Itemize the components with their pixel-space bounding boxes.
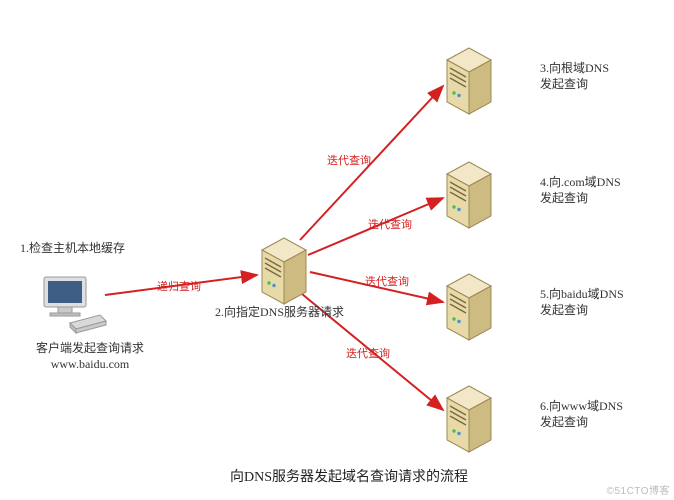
edge-label: 迭代查询: [327, 152, 371, 168]
edge-label: 迭代查询: [346, 345, 390, 361]
www-title-l1: 6.向www域DNS: [540, 399, 623, 413]
com-title-l2: 发起查询: [540, 191, 588, 205]
client-sub-line2: www.baidu.com: [51, 357, 130, 371]
client-desktop-icon: [40, 275, 108, 342]
baidu-title: 5.向baidu域DNS 发起查询: [540, 286, 624, 318]
resolver-title: 2.向指定DNS服务器请求: [215, 304, 344, 320]
www-title: 6.向www域DNS 发起查询: [540, 398, 623, 430]
client-title: 1.检查主机本地缓存: [20, 240, 125, 256]
root-title-l1: 3.向根域DNS: [540, 61, 609, 75]
diagram-caption: 向DNS服务器发起域名查询请求的流程: [230, 466, 468, 486]
client-sub-label: 客户端发起查询请求 www.baidu.com: [30, 340, 150, 372]
baidu-title-l2: 发起查询: [540, 303, 588, 317]
edge-label: 迭代查询: [365, 273, 409, 289]
root-dns-server-icon: [445, 46, 495, 121]
edge-label: 迭代查询: [368, 216, 412, 232]
resolver-server-icon: [260, 236, 310, 311]
root-title-l2: 发起查询: [540, 77, 588, 91]
com-title-l1: 4.向.com域DNS: [540, 175, 621, 189]
client-sub-line1: 客户端发起查询请求: [36, 341, 144, 355]
com-title: 4.向.com域DNS 发起查询: [540, 174, 621, 206]
baidu-title-l1: 5.向baidu域DNS: [540, 287, 624, 301]
baidu-dns-server-icon: [445, 272, 495, 347]
watermark-text: ©51CTO博客: [607, 482, 670, 497]
edge-label: 递归查询: [157, 278, 201, 294]
www-dns-server-icon: [445, 384, 495, 459]
www-title-l2: 发起查询: [540, 415, 588, 429]
com-dns-server-icon: [445, 160, 495, 235]
root-title: 3.向根域DNS 发起查询: [540, 60, 609, 92]
